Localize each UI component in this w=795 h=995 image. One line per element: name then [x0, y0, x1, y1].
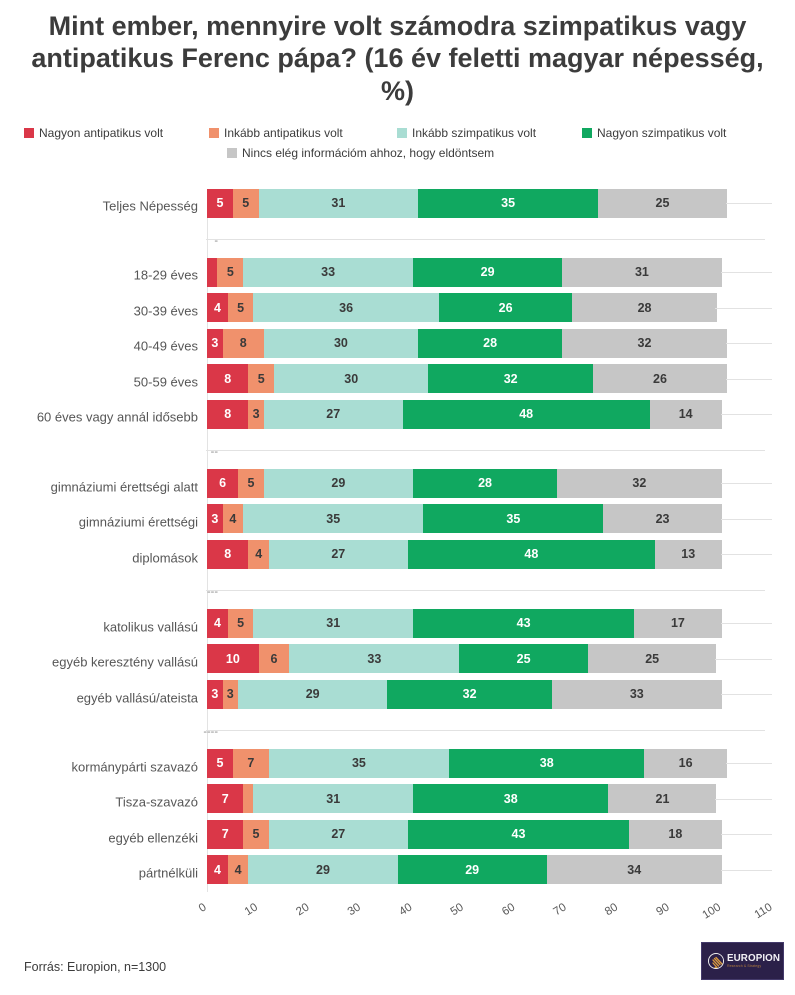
svg-text:100: 100	[701, 901, 724, 921]
svg-text:50: 50	[449, 901, 466, 918]
svg-text:0: 0	[197, 901, 209, 915]
svg-text:90: 90	[655, 901, 672, 918]
svg-text:110: 110	[753, 901, 775, 921]
svg-text:70: 70	[552, 901, 569, 918]
svg-text:20: 20	[294, 901, 311, 918]
svg-text:60: 60	[500, 901, 517, 918]
svg-text:80: 80	[603, 901, 620, 918]
svg-text:10: 10	[243, 901, 260, 918]
svg-text:30: 30	[346, 901, 363, 918]
svg-text:40: 40	[397, 901, 414, 918]
